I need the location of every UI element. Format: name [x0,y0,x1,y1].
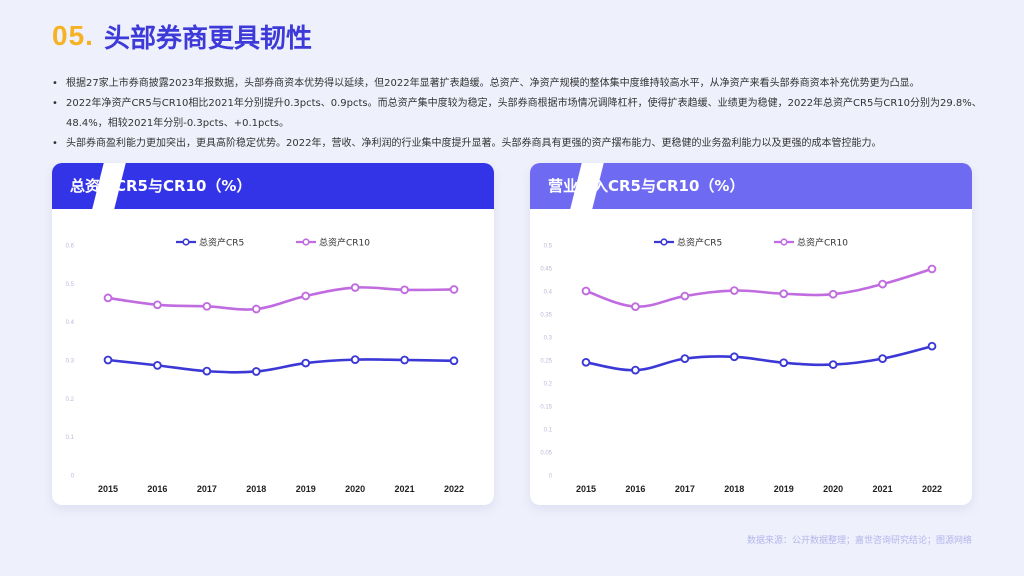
data-point [680,354,690,363]
bullet-item: 根据27家上市券商披露2023年报数据，头部券商资本优势得以延续，但2022年显… [52,74,982,94]
y-tick-label: 0.2 [544,382,553,388]
x-tick-label: 2015 [576,484,596,494]
y-tick-label: 0.3 [66,359,75,365]
section-number: 05. [52,20,94,51]
x-tick-label: 2021 [873,484,893,494]
data-point [779,358,789,368]
legend-swatch-marker [182,238,190,246]
series-line [584,267,934,308]
x-tick-label: 2020 [345,484,365,494]
legend-swatch-marker [302,238,310,246]
data-point [631,365,640,375]
data-point [631,302,640,311]
legend-label: 总资产CR5 [677,237,722,249]
legend-swatch-marker [660,238,668,246]
data-point [202,366,212,376]
data-point [350,355,360,364]
page-title: 05. 头部券商更具韧性 [52,18,312,54]
y-tick-label: 0 [71,474,75,480]
data-point [103,355,113,365]
data-point [878,354,887,363]
legend-item: 总资产CR10 [296,237,370,249]
x-tick-label: 2018 [724,484,744,494]
data-point [729,352,739,362]
source-note: 数据来源：公开数据整理；嘉世咨询研究结论；图源网络 [746,536,972,546]
series-line [584,344,934,372]
y-tick-label: 0.05 [540,451,552,457]
y-tick-label: 0.25 [540,359,552,365]
series-line [106,358,456,374]
chart-card-total-assets: 总资产CR5与CR10（%） 0 0.1 0.2 0.3 0.4 0.5 0.6 2015 20… [52,163,494,505]
chart-revenue: 0 0.05 0.1 0.15 0.2 0.25 0.3 0.35 0.4 0.45 0.5 2015… [540,237,942,495]
data-point [680,291,690,301]
x-tick-label: 2022 [444,484,464,494]
y-tick-label: 0.4 [66,320,75,326]
x-tick-label: 2021 [395,484,415,494]
data-point [251,367,261,376]
y-tick-label: 0.5 [544,244,553,250]
x-tick-label: 2019 [296,484,316,494]
bullet-list: 根据27家上市券商披露2023年报数据，头部券商资本优势得以延续，但2022年显… [52,74,982,154]
chart-header: 总资产CR5与CR10（%） [52,163,494,209]
y-tick-label: 0.2 [66,397,75,403]
legend-item: 总资产CR10 [774,237,848,249]
data-point [153,361,162,370]
data-point [301,291,311,301]
x-tick-label: 2020 [823,484,843,494]
data-point [927,341,937,351]
x-tick-label: 2017 [675,484,695,494]
x-tick-label: 2019 [774,484,794,494]
bullet-item: 2022年净资产CR5与CR10相比2021年分别提升0.3pcts、0.9pc… [52,94,982,134]
y-tick-label: 0.1 [66,435,75,441]
data-point [251,304,261,314]
legend-label: 总资产CR10 [797,237,848,249]
data-point [350,283,360,292]
x-tick-label: 2016 [625,484,645,494]
data-point [202,301,212,311]
y-tick-label: 0.1 [544,428,553,434]
y-tick-label: 0.6 [66,244,75,250]
y-tick-label: 0.3 [544,336,553,342]
chart-card-revenue: 营业收入CR5与CR10（%） 0 0.05 0.1 0.15 0.2 0.25 0.3 0.… [530,163,972,505]
legend-swatch-marker [780,238,788,246]
data-point [153,300,162,310]
data-point [449,356,459,366]
data-point [400,285,409,295]
data-point [779,289,789,299]
bullet-item: 头部券商盈利能力更加突出，更具高阶稳定优势。2022年，营收、净利润的行业集中度… [52,134,982,154]
legend-item: 总资产CR5 [654,237,722,249]
data-point [729,286,739,295]
section-title: 头部券商更具韧性 [103,23,312,54]
chart-total-assets: 0 0.1 0.2 0.3 0.4 0.5 0.6 2015 2016 2017 2018 2019 2… [66,237,464,495]
legend-label: 总资产CR10 [319,237,370,249]
y-tick-label: 0.45 [540,267,552,273]
y-tick-label: 0.4 [544,290,553,296]
data-point [301,358,311,368]
data-point [828,360,838,369]
x-tick-label: 2022 [922,484,942,494]
y-tick-label: 0.5 [66,282,75,288]
x-tick-label: 2016 [147,484,167,494]
series-line [106,286,456,311]
chart-header: 营业收入CR5与CR10（%） [530,163,972,209]
data-point [103,293,113,303]
legend-label: 总资产CR5 [199,237,244,249]
x-tick-label: 2015 [98,484,118,494]
x-tick-label: 2018 [246,484,266,494]
x-tick-label: 2017 [197,484,217,494]
data-point [400,355,409,365]
data-point [581,286,591,296]
y-tick-label: 0.35 [540,313,552,319]
data-point [581,357,591,367]
data-point [449,285,459,294]
y-tick-label: 0 [549,474,553,480]
data-point [927,264,937,274]
legend-item: 总资产CR5 [176,237,244,249]
y-tick-label: 0.15 [540,405,552,411]
data-point [878,279,887,289]
data-point [828,289,838,299]
